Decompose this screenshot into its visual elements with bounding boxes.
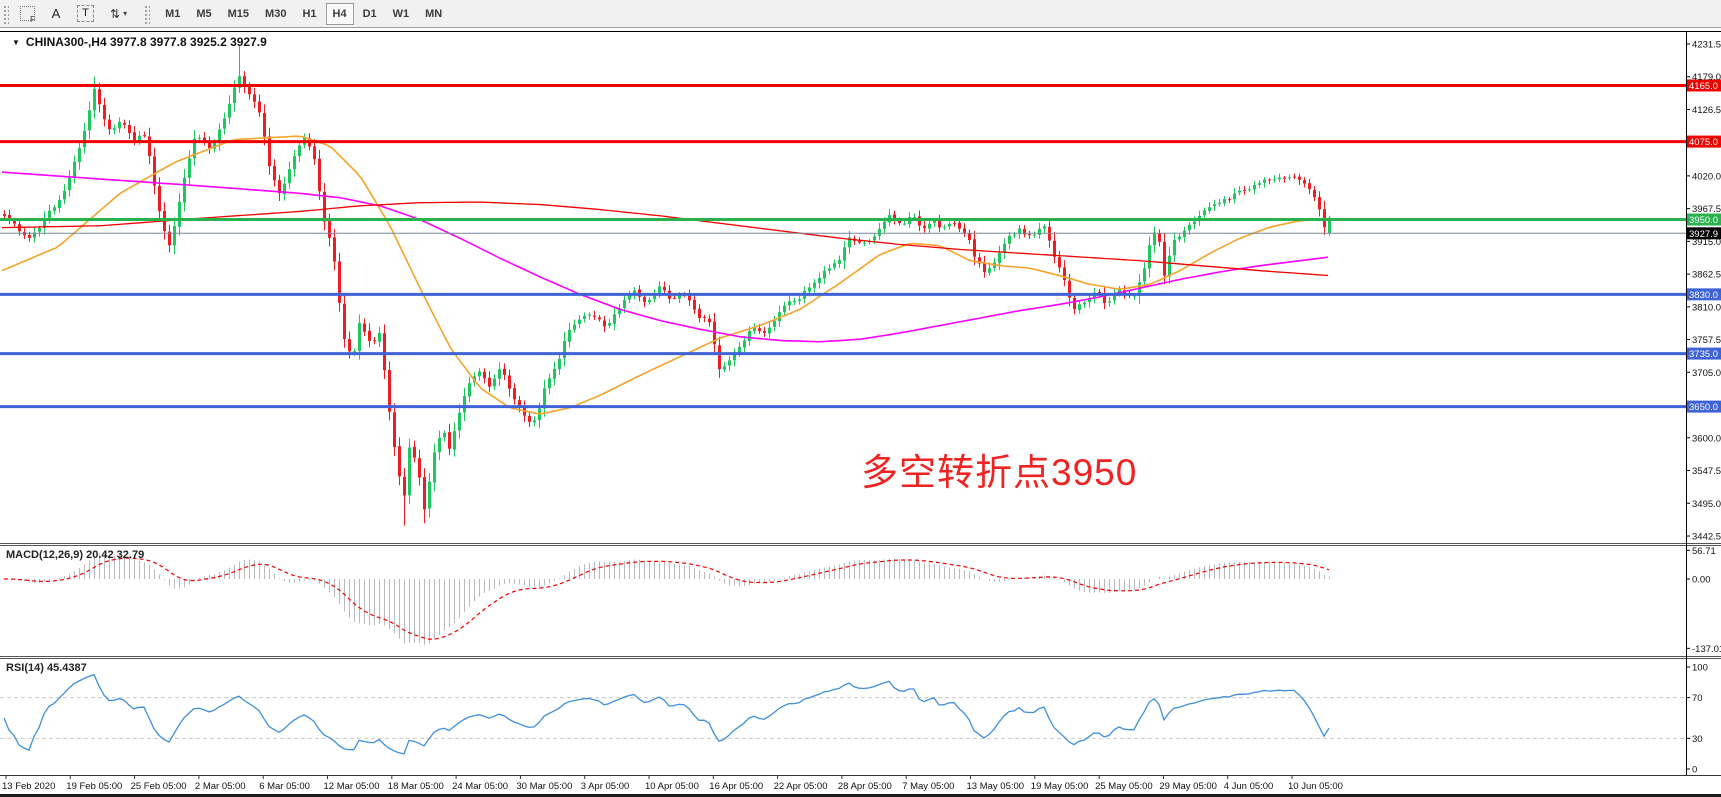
macd-indicator-label: MACD(12,26,9) 20.42 32.79	[6, 549, 145, 561]
svg-text:6 Mar 05:00: 6 Mar 05:00	[259, 781, 310, 792]
svg-text:3915.0: 3915.0	[1692, 237, 1721, 248]
svg-text:4231.5: 4231.5	[1692, 40, 1721, 51]
svg-text:3950.0: 3950.0	[1689, 215, 1718, 226]
tf-button-H4[interactable]: H4	[325, 2, 354, 25]
svg-text:3735.0: 3735.0	[1689, 349, 1718, 360]
dotted-box-f-icon: F	[20, 6, 35, 24]
svg-text:29 May 05:00: 29 May 05:00	[1159, 781, 1217, 792]
svg-text:18 Mar 05:00: 18 Mar 05:00	[388, 781, 444, 792]
svg-text:4179.0: 4179.0	[1692, 72, 1721, 83]
svg-text:100: 100	[1692, 663, 1708, 674]
svg-text:70: 70	[1692, 693, 1703, 704]
svg-text:-137.01: -137.01	[1692, 644, 1721, 655]
chart-frame	[0, 31, 1721, 797]
rsi-line	[3, 673, 1330, 755]
letter-a-icon: A	[51, 6, 61, 21]
svg-text:30 Mar 05:00: 30 Mar 05:00	[516, 781, 572, 792]
macd-signal-line	[3, 557, 1330, 640]
svg-text:3927.9: 3927.9	[1689, 229, 1718, 240]
svg-text:10 Apr 05:00: 10 Apr 05:00	[645, 781, 699, 792]
svg-text:3967.5: 3967.5	[1692, 204, 1721, 215]
svg-text:3495.0: 3495.0	[1692, 499, 1721, 510]
svg-text:13 May 05:00: 13 May 05:00	[967, 781, 1025, 792]
chart-symbol-period: CHINA300-,H4	[25, 35, 107, 49]
ma-slow-red-line	[1, 201, 1329, 277]
svg-text:22 Apr 05:00: 22 Apr 05:00	[774, 781, 828, 792]
x-axis-labels: 13 Feb 2020 19 Feb 05:00 25 Feb 05:00 2 Mar…	[2, 775, 1343, 792]
main-toolbar: F A T ⇅ ▾ M1 M5 M15 M30 H1 H4 D1 W1 MN	[0, 0, 1721, 28]
svg-text:4126.5: 4126.5	[1692, 105, 1721, 116]
letter-t-icon: T	[77, 5, 94, 22]
svg-text:3547.5: 3547.5	[1692, 466, 1721, 477]
svg-text:3757.5: 3757.5	[1692, 335, 1721, 346]
svg-text:13 Feb 2020: 13 Feb 2020	[2, 781, 55, 792]
macd-axis-ticks: 56.71 0.00 -137.01	[1686, 546, 1721, 655]
tf-button-M15[interactable]: M15	[221, 3, 256, 25]
svg-text:24 Mar 05:00: 24 Mar 05:00	[452, 781, 508, 792]
ma-fast-orange-line	[1, 135, 1329, 415]
svg-text:3442.5: 3442.5	[1692, 531, 1721, 542]
svg-text:3650.0: 3650.0	[1689, 402, 1718, 413]
tf-button-MN[interactable]: MN	[418, 3, 449, 25]
svg-text:12 Mar 05:00: 12 Mar 05:00	[324, 781, 380, 792]
level-line-4165.0: 4165.0	[0, 79, 1721, 92]
svg-text:3 Apr 05:00: 3 Apr 05:00	[581, 781, 630, 792]
level-line-3927.9: 3927.9	[0, 227, 1721, 240]
svg-text:4 Jun 05:00: 4 Jun 05:00	[1224, 781, 1274, 792]
svg-text:25 May 05:00: 25 May 05:00	[1095, 781, 1153, 792]
rsi-indicator-label: RSI(14) 45.4387	[6, 662, 87, 674]
text-label-tool-button[interactable]: A	[44, 3, 68, 25]
ma-mid-magenta-line	[1, 171, 1329, 343]
svg-text:2 Mar 05:00: 2 Mar 05:00	[195, 781, 246, 792]
tf-button-D1[interactable]: D1	[356, 3, 384, 25]
level-line-3735.0: 3735.0	[0, 347, 1721, 360]
level-line-3650.0: 3650.0	[0, 400, 1721, 413]
level-line-3950.0: 3950.0	[0, 213, 1721, 226]
toolbar-drag-grip[interactable]	[2, 3, 9, 24]
f-object-tool-button[interactable]: F	[13, 3, 42, 25]
level-line-3830.0: 3830.0	[0, 288, 1721, 301]
rsi-level-lines	[0, 697, 1686, 739]
svg-text:19 Feb 05:00: 19 Feb 05:00	[66, 781, 122, 792]
price-annotation-text: 多空转折点3950	[861, 452, 1138, 493]
svg-text:3830.0: 3830.0	[1689, 290, 1718, 301]
tf-button-H1[interactable]: H1	[295, 3, 323, 25]
arrows-icon: ⇅	[110, 6, 121, 21]
svg-text:3862.5: 3862.5	[1692, 270, 1721, 281]
rsi-axis-ticks: 100 70 30 0	[1686, 663, 1708, 776]
level-line-4075.0: 4075.0	[0, 135, 1721, 148]
chevron-down-icon: ▾	[123, 9, 128, 18]
tf-button-W1[interactable]: W1	[386, 3, 417, 25]
svg-text:56.71: 56.71	[1692, 546, 1716, 557]
y-axis-ticks: 4231.5 4179.0 4126.5 4020.0 3967.5 3915.0 3862…	[1686, 40, 1721, 542]
svg-text:16 Apr 05:00: 16 Apr 05:00	[709, 781, 763, 792]
chart-ohlc: 3977.8 3977.8 3925.2 3927.9	[109, 35, 267, 49]
svg-text:19 May 05:00: 19 May 05:00	[1031, 781, 1089, 792]
svg-text:25 Feb 05:00: 25 Feb 05:00	[131, 781, 187, 792]
tf-button-M1[interactable]: M1	[158, 3, 187, 25]
tf-button-M5[interactable]: M5	[189, 3, 218, 25]
svg-text:3705.0: 3705.0	[1692, 368, 1721, 379]
svg-text:3600.0: 3600.0	[1692, 433, 1721, 444]
svg-text:0.00: 0.00	[1692, 575, 1711, 586]
svg-text:30: 30	[1692, 734, 1703, 745]
macd-histogram	[9, 553, 1330, 645]
timeframe-toolbar-grip[interactable]	[143, 3, 151, 24]
svg-text:4075.0: 4075.0	[1689, 137, 1718, 148]
svg-text:4165.0: 4165.0	[1689, 81, 1718, 92]
tf-button-M30[interactable]: M30	[258, 3, 293, 25]
svg-text:10 Jun 05:00: 10 Jun 05:00	[1288, 781, 1343, 792]
svg-text:0: 0	[1692, 765, 1697, 776]
timeframe-button-group: M1 M5 M15 M30 H1 H4 D1 W1 MN	[157, 2, 450, 25]
svg-text:7 May 05:00: 7 May 05:00	[902, 781, 954, 792]
svg-text:3810.0: 3810.0	[1692, 302, 1721, 313]
chart-dropdown-icon[interactable]: ▼	[12, 37, 20, 47]
chart-title: ▼ CHINA300-,H4 3977.8 3977.8 3925.2 3927.…	[12, 35, 267, 49]
arrows-tool-dropdown-button[interactable]: ⇅ ▾	[103, 3, 134, 25]
text-tool-button[interactable]: T	[70, 3, 101, 25]
svg-text:4020.0: 4020.0	[1692, 171, 1721, 182]
svg-text:28 Apr 05:00: 28 Apr 05:00	[838, 781, 892, 792]
